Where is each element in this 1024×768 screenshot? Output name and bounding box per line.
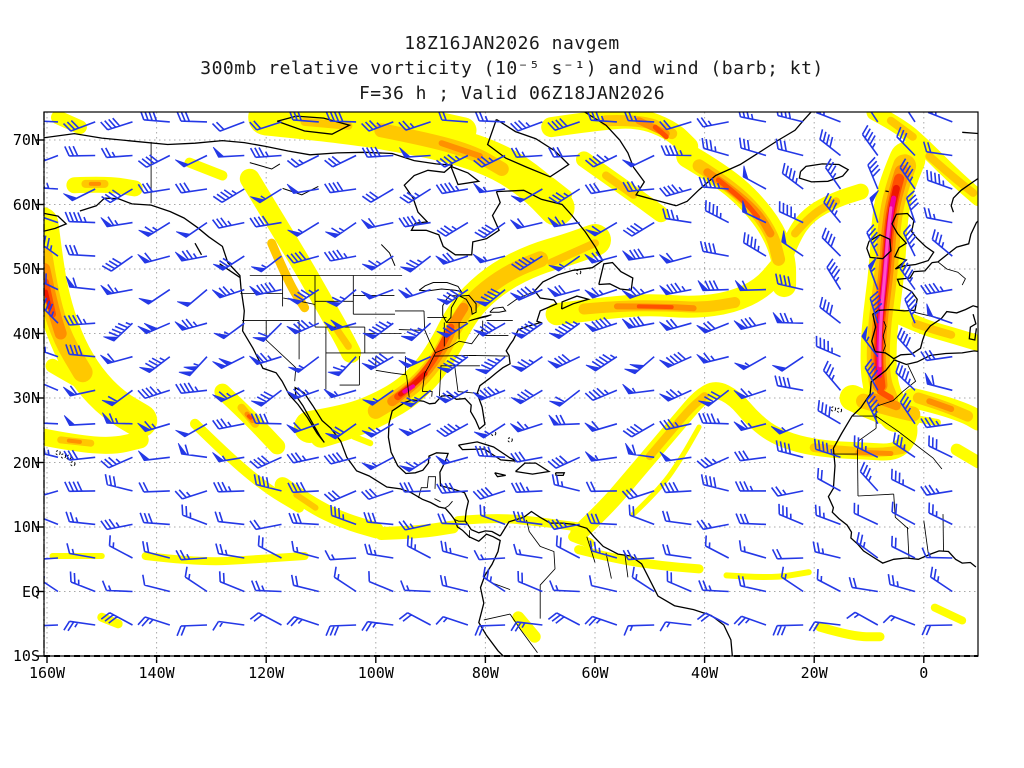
lake-great-bear <box>249 162 281 170</box>
coast-great-britain <box>891 212 935 270</box>
x-axis-label-140W: 140W <box>138 664 175 682</box>
coastlines <box>44 112 978 656</box>
coast-cuba <box>458 441 518 462</box>
y-axis-label-20N: 20N <box>12 453 40 472</box>
coast-ak-peninsula <box>44 212 68 232</box>
x-axis-label-120W: 120W <box>248 664 285 682</box>
small-islands <box>55 269 843 467</box>
coast-southampton-i <box>450 165 481 186</box>
coast-norway-north <box>962 131 978 135</box>
coast-na-east <box>387 189 604 537</box>
y-axis-label-10S: 10S <box>12 647 40 665</box>
lake-erie <box>468 314 492 322</box>
y-axis-label-70N: 70N <box>12 131 40 149</box>
y-axis-label-EQ: EQ <box>21 582 40 601</box>
coast-africa-med <box>893 350 978 366</box>
wind-barbs <box>44 112 953 637</box>
coast-newfoundland <box>598 261 634 292</box>
x-axis-label-160W: 160W <box>28 664 66 682</box>
y-axis-label-50N: 50N <box>12 260 40 278</box>
x-axis-label-40W: 40W <box>691 664 719 682</box>
map-border <box>36 111 979 663</box>
coast-puerto-rico <box>554 472 566 477</box>
y-axis-label-60N: 60N <box>12 195 40 214</box>
coast-hispaniola <box>515 462 551 475</box>
coast-baffin-i <box>486 118 570 178</box>
coast-corsica-sardinia <box>968 314 978 341</box>
lake-winnipeg <box>380 244 396 266</box>
lake-michigan <box>442 294 459 323</box>
coast-nova-scotia <box>560 295 591 310</box>
graticule-gridlines <box>44 112 978 656</box>
coast-norway <box>950 177 978 213</box>
coast-europe-nw <box>931 220 978 264</box>
coast-na-west <box>79 197 505 656</box>
coast-ireland <box>866 234 892 260</box>
chart-title-field: 300mb relative vorticity (10⁻⁵ s⁻¹) and … <box>200 58 824 79</box>
coast-haida-gwaii <box>194 242 203 256</box>
x-axis-label-80W: 80W <box>471 664 499 682</box>
coast-iceland <box>798 163 850 183</box>
lake-superior <box>418 282 463 293</box>
x-axis-label-20W: 20W <box>800 664 828 682</box>
lake-huron <box>459 294 477 315</box>
coast-greenland-e <box>675 112 812 207</box>
x-axis-label-0: 0 <box>919 664 929 682</box>
y-axis-label-40N: 40N <box>12 324 40 343</box>
coast-jamaica <box>494 472 506 478</box>
lake-ontario <box>489 306 507 313</box>
chart-title-model-run: 18Z16JAN2026 navgem <box>404 33 620 54</box>
x-axis-label-60W: 60W <box>581 664 609 682</box>
coast-hudson-bay <box>403 164 501 256</box>
coast-greenland-w <box>583 112 677 207</box>
coast-sa-carib <box>499 510 733 656</box>
chart-title-valid-time: F=36 h ; Valid 06Z18JAN2026 <box>358 83 666 104</box>
coast-na-arctic <box>44 132 453 166</box>
coast-faroe <box>885 190 889 193</box>
x-axis-label-100W: 100W <box>357 664 394 682</box>
y-axis-label-10N: 10N <box>12 518 40 536</box>
y-axis-label-30N: 30N <box>12 389 40 407</box>
